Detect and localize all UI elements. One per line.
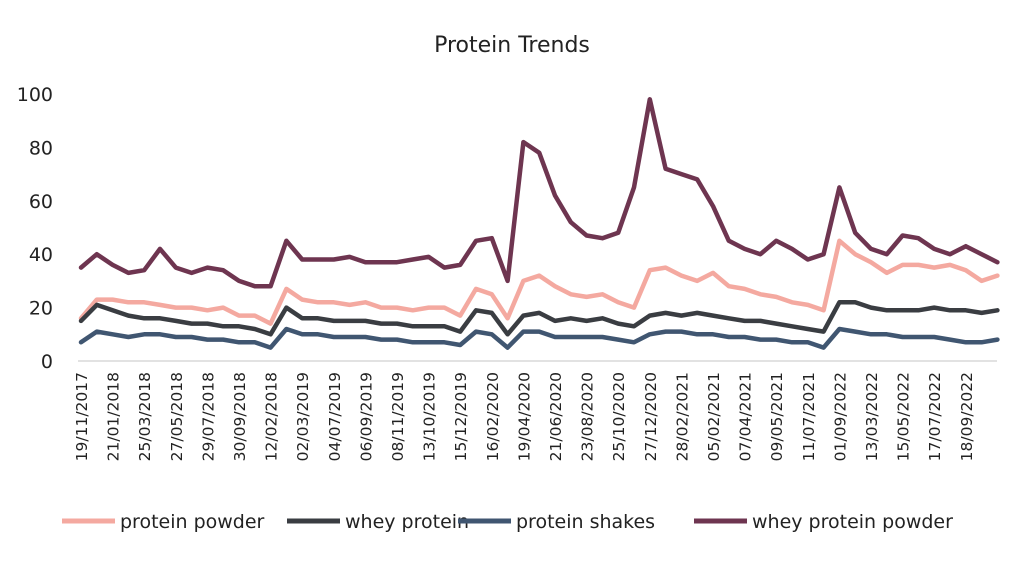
y-tick-label: 40 xyxy=(29,244,53,266)
x-tick-label: 25/10/2020 xyxy=(610,372,628,461)
y-tick-label: 0 xyxy=(41,351,53,373)
x-tick-label: 08/11/2019 xyxy=(389,372,407,461)
x-tick-label: 13/03/2022 xyxy=(863,372,881,461)
x-tick-label: 23/08/2020 xyxy=(579,372,597,461)
series-line-whey-protein xyxy=(78,300,1000,337)
legend-item: protein shakes xyxy=(458,511,655,533)
series-line-protein-shakes xyxy=(78,326,1000,350)
legend-item: whey protein powder xyxy=(694,511,953,533)
x-tick-label: 15/05/2022 xyxy=(895,372,913,461)
chart-title: Protein Trends xyxy=(434,33,590,58)
x-tick-label: 12/02/2018 xyxy=(263,372,281,461)
x-tick-label: 21/06/2020 xyxy=(547,372,565,461)
x-tick-label: 16/02/2020 xyxy=(484,372,502,461)
x-tick-label: 13/10/2019 xyxy=(421,372,439,461)
x-tick-label: 30/09/2018 xyxy=(231,372,249,461)
series-line-protein-powder xyxy=(78,238,1000,326)
x-tick-label: 19/11/2017 xyxy=(73,372,91,461)
x-tick-label: 07/04/2021 xyxy=(737,372,755,461)
series-line-whey-protein-powder xyxy=(78,97,1000,289)
x-tick-label: 19/04/2020 xyxy=(515,372,533,461)
legend-label: whey protein powder xyxy=(752,511,953,533)
x-tick-label: 05/02/2021 xyxy=(705,372,723,461)
x-tick-label: 06/09/2019 xyxy=(357,372,375,461)
x-tick-label: 29/07/2018 xyxy=(199,372,217,461)
y-tick-label: 20 xyxy=(29,298,53,320)
x-tick-label: 09/05/2021 xyxy=(768,372,786,461)
legend-label: protein shakes xyxy=(516,511,655,533)
x-tick-label: 25/03/2018 xyxy=(136,372,154,461)
x-tick-label: 04/07/2019 xyxy=(326,372,344,461)
x-tick-label: 28/02/2021 xyxy=(673,372,691,461)
x-tick-label: 27/12/2020 xyxy=(642,372,660,461)
y-tick-label: 100 xyxy=(17,84,53,106)
x-tick-label: 17/07/2022 xyxy=(926,372,944,461)
x-tick-label: 15/12/2019 xyxy=(452,372,470,461)
x-tick-label: 27/05/2018 xyxy=(168,372,186,461)
legend-label: whey protein xyxy=(345,511,469,533)
x-tick-label: 01/09/2022 xyxy=(831,372,849,461)
legend-item: whey protein xyxy=(287,511,469,533)
x-tick-label: 18/09/2022 xyxy=(958,372,976,461)
x-tick-label: 21/01/2018 xyxy=(105,372,123,461)
legend-item: protein powder xyxy=(62,511,265,533)
y-tick-label: 80 xyxy=(29,137,53,159)
x-tick-label: 02/03/2019 xyxy=(294,372,312,461)
y-tick-label: 60 xyxy=(29,191,53,213)
legend-label: protein powder xyxy=(120,511,265,533)
x-tick-label: 11/07/2021 xyxy=(800,372,818,461)
